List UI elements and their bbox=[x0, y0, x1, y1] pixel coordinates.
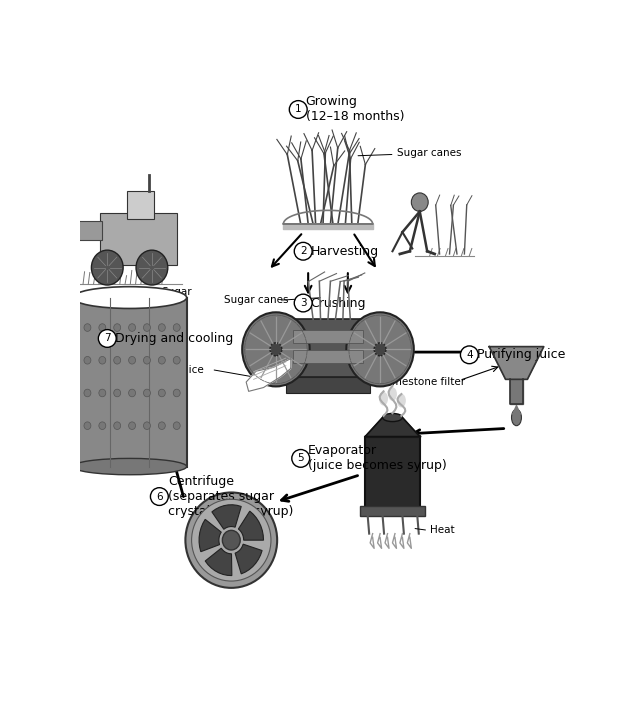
FancyBboxPatch shape bbox=[68, 221, 102, 240]
Text: 2: 2 bbox=[300, 246, 307, 256]
Circle shape bbox=[158, 356, 165, 364]
Circle shape bbox=[143, 356, 150, 364]
Circle shape bbox=[84, 422, 91, 430]
Text: Crushing: Crushing bbox=[310, 297, 366, 309]
Polygon shape bbox=[238, 511, 264, 540]
Text: Growing
(12–18 months): Growing (12–18 months) bbox=[306, 96, 404, 123]
FancyBboxPatch shape bbox=[293, 350, 363, 363]
Ellipse shape bbox=[383, 413, 403, 421]
Text: Heat: Heat bbox=[429, 525, 454, 535]
FancyBboxPatch shape bbox=[365, 437, 420, 508]
Polygon shape bbox=[509, 379, 524, 404]
Text: 5: 5 bbox=[298, 453, 304, 464]
Circle shape bbox=[173, 389, 180, 396]
Circle shape bbox=[158, 389, 165, 396]
FancyBboxPatch shape bbox=[360, 506, 425, 515]
Ellipse shape bbox=[460, 346, 478, 364]
FancyBboxPatch shape bbox=[72, 297, 187, 467]
Text: Centrifuge
(separates sugar
crystals from syrup): Centrifuge (separates sugar crystals fro… bbox=[168, 475, 293, 518]
Circle shape bbox=[92, 250, 123, 285]
Circle shape bbox=[114, 389, 121, 396]
Ellipse shape bbox=[292, 450, 310, 467]
Ellipse shape bbox=[511, 409, 522, 426]
FancyBboxPatch shape bbox=[293, 330, 363, 343]
Polygon shape bbox=[511, 404, 522, 415]
Ellipse shape bbox=[99, 330, 116, 348]
Text: 3: 3 bbox=[300, 298, 307, 308]
Ellipse shape bbox=[388, 387, 397, 401]
Circle shape bbox=[136, 250, 168, 285]
Polygon shape bbox=[489, 347, 544, 379]
Circle shape bbox=[84, 389, 91, 396]
Circle shape bbox=[129, 422, 136, 430]
Ellipse shape bbox=[294, 242, 312, 260]
Text: 1: 1 bbox=[295, 105, 301, 115]
Ellipse shape bbox=[72, 287, 187, 309]
Text: Sugar canes: Sugar canes bbox=[358, 148, 462, 158]
Circle shape bbox=[173, 324, 180, 331]
Circle shape bbox=[84, 356, 91, 364]
Circle shape bbox=[270, 343, 282, 356]
Text: Sugar: Sugar bbox=[162, 287, 193, 297]
Text: Juice: Juice bbox=[179, 365, 204, 375]
Circle shape bbox=[143, 389, 150, 396]
Ellipse shape bbox=[294, 294, 312, 312]
Polygon shape bbox=[365, 418, 420, 437]
Circle shape bbox=[129, 356, 136, 364]
Circle shape bbox=[99, 324, 106, 331]
Ellipse shape bbox=[186, 493, 277, 588]
Text: 4: 4 bbox=[466, 350, 473, 360]
Circle shape bbox=[114, 422, 121, 430]
Text: Evaporator
(juice becomes syrup): Evaporator (juice becomes syrup) bbox=[308, 445, 447, 472]
Ellipse shape bbox=[379, 392, 388, 406]
Circle shape bbox=[129, 324, 136, 331]
Circle shape bbox=[99, 422, 106, 430]
Circle shape bbox=[412, 193, 428, 212]
Text: Harvesting: Harvesting bbox=[310, 245, 379, 258]
Ellipse shape bbox=[150, 488, 168, 506]
FancyBboxPatch shape bbox=[291, 319, 365, 377]
FancyBboxPatch shape bbox=[100, 213, 177, 265]
FancyBboxPatch shape bbox=[286, 377, 370, 393]
Circle shape bbox=[346, 312, 414, 387]
Polygon shape bbox=[205, 548, 232, 576]
Circle shape bbox=[173, 356, 180, 364]
Text: 7: 7 bbox=[104, 333, 111, 343]
Circle shape bbox=[84, 324, 91, 331]
Polygon shape bbox=[212, 505, 241, 530]
FancyBboxPatch shape bbox=[127, 191, 154, 219]
Circle shape bbox=[143, 324, 150, 331]
Ellipse shape bbox=[397, 394, 406, 407]
Text: Purifying juice: Purifying juice bbox=[477, 348, 565, 361]
Circle shape bbox=[129, 389, 136, 396]
Text: 6: 6 bbox=[156, 491, 163, 501]
Circle shape bbox=[374, 343, 386, 356]
Text: Sugar canes: Sugar canes bbox=[224, 295, 289, 305]
Polygon shape bbox=[246, 359, 291, 392]
Circle shape bbox=[99, 356, 106, 364]
Circle shape bbox=[222, 530, 240, 550]
Ellipse shape bbox=[191, 499, 271, 581]
Circle shape bbox=[114, 356, 121, 364]
Ellipse shape bbox=[72, 458, 187, 475]
Text: Limestone filter: Limestone filter bbox=[383, 377, 465, 387]
Circle shape bbox=[158, 422, 165, 430]
Circle shape bbox=[143, 422, 150, 430]
Polygon shape bbox=[235, 544, 262, 574]
Circle shape bbox=[114, 324, 121, 331]
Text: Drying and cooling: Drying and cooling bbox=[115, 332, 233, 345]
Circle shape bbox=[158, 324, 165, 331]
Circle shape bbox=[173, 422, 180, 430]
Polygon shape bbox=[199, 520, 221, 552]
Ellipse shape bbox=[289, 101, 307, 118]
Circle shape bbox=[242, 312, 310, 387]
Circle shape bbox=[99, 389, 106, 396]
